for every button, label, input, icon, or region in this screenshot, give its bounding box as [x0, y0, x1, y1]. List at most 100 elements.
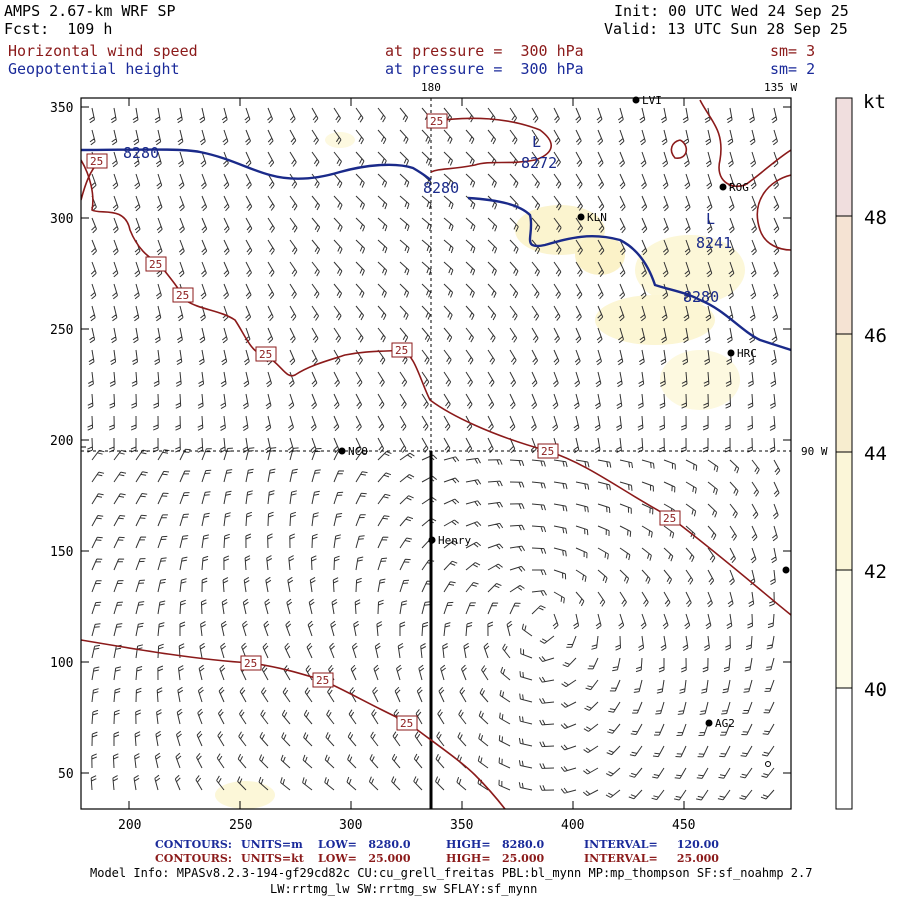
contour2-high: HIGH= 25.000 [446, 852, 545, 865]
field1-level: at pressure = 300 hPa [385, 42, 584, 60]
colorbar-segment [836, 570, 852, 688]
colorbar-segment [836, 452, 852, 570]
station-rog: ROG [719, 181, 749, 194]
y-tick: 200 [50, 434, 73, 449]
colorbar-label: 46 [864, 325, 887, 347]
x-tick: 200 [118, 818, 141, 833]
contour1-units: UNITS=m [241, 838, 303, 851]
colorbar-label: 44 [864, 443, 887, 465]
contour1-interval: INTERVAL= 120.00 [584, 838, 719, 851]
model-title: AMPS 2.67-km WRF SP [4, 2, 176, 20]
contour2-units: UNITS=kt [241, 852, 304, 865]
lon-label-135w: 135 W [764, 81, 797, 94]
y-tick: 250 [50, 323, 73, 338]
lon-label-90w: 90 W [801, 445, 828, 458]
field1-smoothing: sm= 3 [770, 42, 816, 60]
model-info-physics: LW:rrtmg_lw SW:rrtmg_sw SFLAY:sf_mynn [270, 882, 538, 896]
stations-layer: LVI ROG KLN HRC NCO Henry AG2 [338, 94, 790, 730]
wind-label: 25 [312, 672, 334, 688]
y-tick: 350 [50, 101, 73, 116]
init-time: Init: 00 UTC Wed 24 Sep 25 [614, 2, 849, 20]
wind-label: 25 [396, 715, 418, 731]
field2-smoothing: sm= 2 [770, 60, 816, 78]
axis-ticks [81, 98, 791, 809]
wind-barbs [87, 107, 781, 801]
svg-text:HRC: HRC [737, 347, 757, 360]
wind-label: 25 [426, 113, 448, 129]
contour2-interval: INTERVAL= 25.000 [584, 852, 719, 865]
height-label: 8280 [123, 144, 159, 162]
wind-label: 25 [240, 655, 262, 671]
lon-labels: 180 135 W 90 W [421, 81, 828, 458]
colorbar-segment [836, 688, 852, 809]
station-kln: KLN [577, 211, 607, 224]
svg-text:25: 25 [400, 717, 413, 730]
svg-text:ROG: ROG [729, 181, 749, 194]
contour-labels: 25 25 25 25 25 25 25 25 25 25 25 [86, 113, 681, 731]
svg-text:25: 25 [430, 115, 443, 128]
y-tick: 50 [58, 767, 74, 782]
height-contours [81, 148, 791, 352]
small-circle-marker [765, 761, 771, 767]
forecast-hour: Fcst: 109 h [4, 20, 113, 38]
height-label: 8280 [423, 179, 459, 197]
field2-level: at pressure = 300 hPa [385, 60, 584, 78]
svg-text:25: 25 [149, 258, 162, 271]
low-marker: L [532, 133, 541, 151]
wind-label: 25 [172, 287, 194, 303]
y-tick: 300 [50, 212, 73, 227]
wind-label: 25 [659, 510, 681, 526]
svg-text:25: 25 [663, 512, 676, 525]
svg-text:Henry: Henry [438, 534, 471, 547]
svg-text:25: 25 [176, 289, 189, 302]
height-label: 8272 [521, 154, 557, 172]
station-nco: NCO [338, 445, 368, 458]
contour2-label: CONTOURS: [155, 852, 232, 865]
contour1-high: HIGH= 8280.0 [446, 838, 545, 851]
y-tick: 100 [50, 656, 73, 671]
y-tick: 150 [50, 545, 73, 560]
svg-text:25: 25 [259, 348, 272, 361]
contour1-label: CONTOURS: [155, 838, 232, 851]
low-marker: L [706, 210, 715, 228]
wind-label: 25 [255, 346, 277, 362]
wind-label: 25 [537, 443, 559, 459]
valid-time: Valid: 13 UTC Sun 28 Sep 25 [604, 20, 848, 38]
wind-label: 25 [145, 256, 167, 272]
svg-text:NCO: NCO [348, 445, 368, 458]
x-tick: 250 [229, 818, 252, 833]
map-frame [80, 97, 792, 810]
edge-station [782, 566, 790, 574]
svg-text:25: 25 [395, 344, 408, 357]
model-info: Model Info: MPASv8.2.3-194-gf29cd82c CU:… [90, 866, 813, 880]
svg-text:25: 25 [244, 657, 257, 670]
y-tick-labels: 350 300 250 200 150 100 50 [50, 101, 74, 782]
x-tick: 400 [561, 818, 584, 833]
colorbar: kt 48 46 44 42 40 [835, 91, 887, 810]
height-labels: 8280 8280 8272 8241 8280 L L [123, 133, 732, 306]
colorbar-label: 42 [864, 561, 887, 583]
svg-text:25: 25 [541, 445, 554, 458]
svg-text:KLN: KLN [587, 211, 607, 224]
contour1-low: LOW= 8280.0 [318, 838, 411, 851]
barb-field [87, 107, 781, 801]
colorbar-label: 48 [864, 207, 887, 229]
height-label: 8241 [696, 234, 732, 252]
svg-text:AG2: AG2 [715, 717, 735, 730]
field1-name: Horizontal wind speed [8, 42, 198, 60]
lon-label-180: 180 [421, 81, 441, 94]
x-tick-labels: 200 250 300 350 400 450 [118, 818, 695, 833]
station-ag2: AG2 [705, 717, 735, 730]
station-hrc: HRC [727, 347, 757, 360]
colorbar-segment [836, 216, 852, 334]
height-label: 8280 [683, 288, 719, 306]
field2-name: Geopotential height [8, 60, 180, 78]
contour2-low: LOW= 25.000 [318, 852, 411, 865]
colorbar-label: 40 [864, 679, 887, 701]
svg-text:25: 25 [316, 674, 329, 687]
svg-text:LVI: LVI [642, 94, 662, 107]
x-tick: 350 [450, 818, 473, 833]
x-tick: 300 [339, 818, 362, 833]
colorbar-segment [836, 334, 852, 452]
